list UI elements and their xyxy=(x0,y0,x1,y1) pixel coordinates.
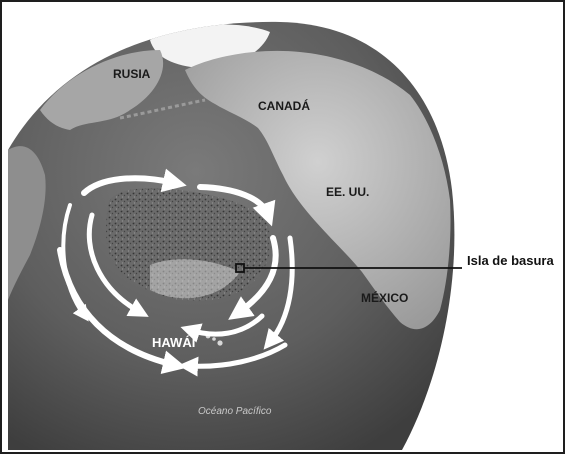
label-usa: EE. UU. xyxy=(326,185,369,199)
hawaii-island xyxy=(212,337,216,341)
current-arrow xyxy=(81,168,187,196)
current-arrow xyxy=(228,235,279,320)
ocean-currents xyxy=(57,168,295,377)
current-arrow xyxy=(263,235,295,350)
hawaii-island xyxy=(217,340,223,346)
aleutian-islands xyxy=(119,98,206,120)
current-arrow xyxy=(180,313,265,343)
russia-landmass xyxy=(40,50,164,130)
current-arrow xyxy=(86,212,149,317)
label-pacific-ocean: Océano Pacífico xyxy=(198,406,272,417)
north-america-landmass xyxy=(185,50,451,330)
label-hawaii: HAWÁI xyxy=(152,335,195,350)
current-arrow xyxy=(197,184,276,227)
label-canada: CANADÁ xyxy=(258,98,310,113)
label-russia: RUSIA xyxy=(113,67,151,81)
label-mexico: MÉXICO xyxy=(361,290,408,305)
asia-coast xyxy=(8,146,46,300)
garbage-patch-area xyxy=(106,188,272,302)
label-garbage-patch: Isla de basura xyxy=(467,253,554,268)
garbage-patch-glow xyxy=(150,259,240,299)
current-arrow xyxy=(57,247,187,374)
